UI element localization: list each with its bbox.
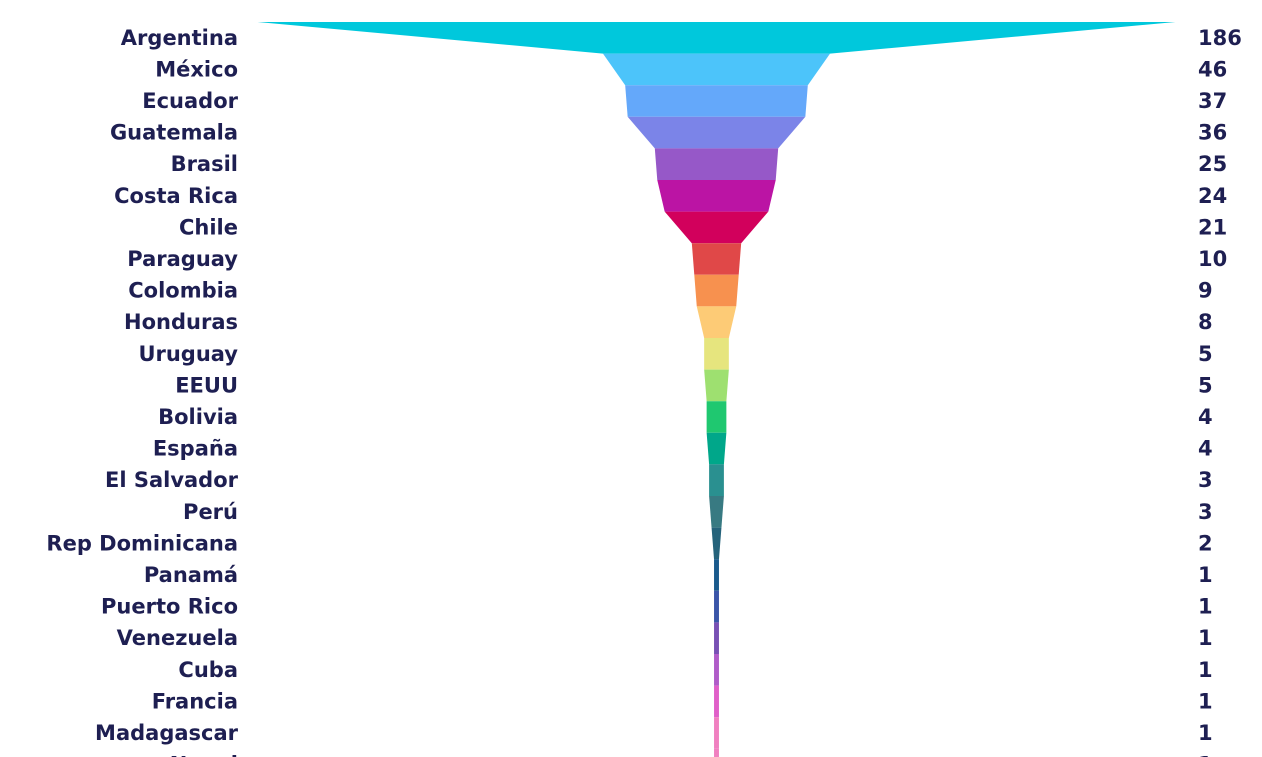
value-label: 1 <box>1198 563 1213 587</box>
funnel-segment-eeuu <box>704 369 729 402</box>
value-label: 1 <box>1198 753 1213 757</box>
value-label: 1 <box>1198 658 1213 682</box>
category-label: Colombia <box>128 279 238 303</box>
category-label: Uruguay <box>138 342 238 366</box>
value-label: 37 <box>1198 89 1227 113</box>
category-label: Honduras <box>124 310 238 334</box>
funnel-segments <box>257 22 1176 757</box>
funnel-segment-costa-rica <box>657 180 776 212</box>
funnel-segment-colombia <box>694 274 739 307</box>
value-label: 4 <box>1198 437 1213 461</box>
category-label: Paraguay <box>127 247 238 271</box>
category-label: Guatemala <box>110 121 238 145</box>
value-label: 8 <box>1198 310 1213 334</box>
funnel-segment-perú <box>709 496 724 528</box>
funnel-segment-panamá <box>714 559 719 591</box>
category-label: Perú <box>183 500 238 524</box>
funnel-segment-honduras <box>696 306 737 338</box>
value-label: 5 <box>1198 342 1213 366</box>
value-label: 21 <box>1198 215 1227 239</box>
category-label: Venezuela <box>117 626 238 650</box>
value-label: 25 <box>1198 152 1227 176</box>
value-labels: 186463736252421109855443321111111 <box>1198 26 1242 757</box>
funnel-segment-brasil <box>654 148 779 180</box>
funnel-segment-nepal <box>714 748 719 757</box>
funnel-segment-el-salvador <box>709 464 724 496</box>
value-label: 2 <box>1198 531 1213 555</box>
funnel-segment-rep-dominicana <box>711 527 722 560</box>
value-label: 3 <box>1198 468 1213 492</box>
funnel-segment-madagascar <box>714 717 719 749</box>
category-label: Nepal <box>170 753 238 757</box>
category-label: Rep Dominicana <box>46 531 238 555</box>
funnel-segment-puerto-rico <box>714 590 719 623</box>
category-label: Ecuador <box>142 89 238 113</box>
value-label: 24 <box>1198 184 1227 208</box>
value-label: 3 <box>1198 500 1213 524</box>
funnel-segment-argentina <box>257 22 1176 54</box>
funnel-segment-cuba <box>714 654 719 686</box>
category-label: Bolivia <box>158 405 238 429</box>
category-label: Argentina <box>121 26 238 50</box>
category-label: Costa Rica <box>114 184 238 208</box>
value-label: 4 <box>1198 405 1213 429</box>
category-label: El Salvador <box>105 468 239 492</box>
category-label: Panamá <box>144 563 238 587</box>
funnel-segment-uruguay <box>704 338 729 370</box>
category-label: España <box>153 437 238 461</box>
category-label: EEUU <box>175 373 238 397</box>
funnel-segment-españa <box>706 432 727 465</box>
value-label: 1 <box>1198 689 1213 713</box>
category-label: Puerto Rico <box>101 595 238 619</box>
category-label: México <box>155 57 238 81</box>
value-label: 1 <box>1198 721 1213 745</box>
value-label: 46 <box>1198 57 1227 81</box>
funnel-segment-francia <box>714 685 719 718</box>
category-labels: Argentina México Ecuador Guatemala Brasil Cos… <box>46 26 238 757</box>
value-label: 10 <box>1198 247 1227 271</box>
category-label: Brasil <box>171 152 238 176</box>
value-label: 1 <box>1198 595 1213 619</box>
value-label: 36 <box>1198 121 1227 145</box>
value-label: 5 <box>1198 373 1213 397</box>
funnel-segment-ecuador <box>625 85 808 117</box>
value-label: 9 <box>1198 279 1213 303</box>
funnel-segment-chile <box>664 211 769 244</box>
funnel-segment-guatemala <box>627 116 806 149</box>
funnel-segment-bolivia <box>706 401 727 433</box>
category-label: Madagascar <box>95 721 239 745</box>
value-label: 186 <box>1198 26 1242 50</box>
category-label: Francia <box>152 689 238 713</box>
value-label: 1 <box>1198 626 1213 650</box>
funnel-segment-méxico <box>602 53 831 86</box>
category-label: Chile <box>179 215 238 239</box>
funnel-segment-paraguay <box>691 243 742 275</box>
funnel-segment-venezuela <box>714 622 719 654</box>
category-label: Cuba <box>178 658 238 682</box>
